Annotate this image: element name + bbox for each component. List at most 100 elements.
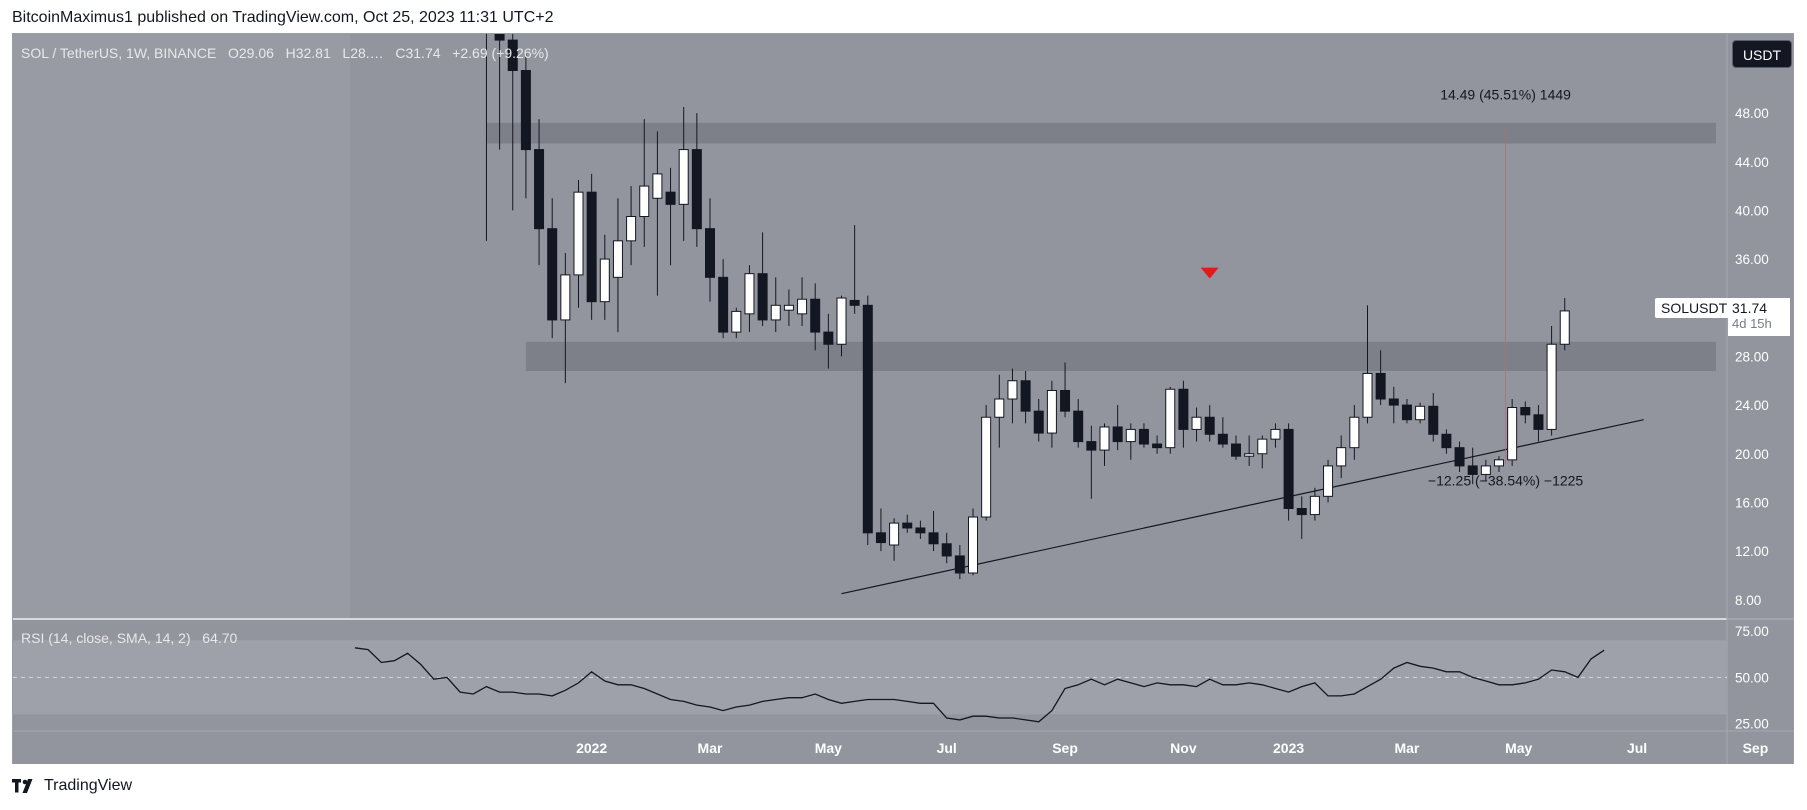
candles [485,34,1570,580]
bear-candle [1217,417,1228,448]
candle-body [1099,426,1110,451]
time-tick-label: Sep [1743,740,1769,756]
candle-body [849,299,860,306]
candle-body [1415,405,1426,421]
ticker-tag: SOLUSDT [1655,298,1734,318]
bear-candle [902,514,913,533]
publisher-line: BitcoinMaximus1 published on TradingView… [12,9,554,26]
bear-candle [1152,435,1163,454]
rsi-tick-label: 75.00 [1735,624,1769,639]
candle-body [1309,495,1320,516]
candle-body [994,398,1005,418]
bear-candle [705,198,715,302]
candle-body [1165,388,1176,449]
candle-body [560,274,571,321]
bull-candle [573,180,584,308]
bull-candle [889,518,900,561]
price-tick-label: 28.00 [1735,349,1769,364]
bull-candle [1336,435,1347,479]
candle-body [941,543,952,557]
candle-body [718,276,729,333]
bull-candle [1257,435,1268,469]
bear-candle [1231,435,1241,460]
candle-body [757,273,768,321]
high-label: H [285,45,296,61]
price-tick-label: 48.00 [1735,106,1769,121]
candle-body [1020,380,1031,412]
bull-candle [1191,407,1202,442]
candle-body [1546,343,1557,430]
horizontal-zone [525,341,1716,372]
candle-body [1204,416,1215,435]
currency-button[interactable]: USDT [1732,40,1792,68]
candle-body [968,516,978,574]
candle-body [1375,372,1386,400]
bear-candle [823,313,834,369]
candle-body [1283,428,1294,509]
high-value: 32.81 [295,45,331,61]
bull-candle [1309,487,1320,521]
candle-body [1323,465,1334,497]
bull-candle [836,295,847,357]
candle-body [678,149,689,205]
bear-candle [875,508,886,552]
bear-candle [1375,350,1386,406]
candle-body [810,298,821,333]
candle-body [586,191,597,303]
rsi-tick-label: 50.00 [1735,670,1769,685]
candle-body [1007,380,1018,400]
candle-body [1086,441,1097,451]
low-value: 28.… [350,45,384,61]
candle-body [1494,459,1504,467]
bear-candle [1388,386,1399,424]
bear-candle [1138,423,1149,448]
sell-signal-icon [1200,267,1219,279]
candle-body [1428,405,1439,435]
bull-candle [1323,459,1334,503]
candle-body [639,185,650,217]
candle-body [770,304,781,321]
candle-body [783,304,794,311]
time-tick-label: Jul [937,740,957,756]
candle-body [915,527,926,534]
candle-body [507,39,518,71]
candle-body [1349,416,1360,449]
candle-body [862,304,873,534]
bear-candle [1296,496,1307,539]
candle-body [889,522,900,546]
tradingview-logo-icon [12,779,33,793]
close-value: 31.74 [405,45,441,61]
close-label: C [395,45,406,61]
bull-candle [1559,298,1570,351]
bear-candle [1428,392,1439,442]
bull-candle [968,508,978,576]
symbol-label[interactable]: SOL / TetherUS, 1W, BINANCE [21,45,217,61]
candle-body [731,310,742,333]
candle-body [547,228,558,321]
bull-candle [797,277,808,326]
candle-body [823,331,834,345]
time-axis-bg [13,731,1793,764]
candle-body [1454,447,1465,467]
candle-body [1388,398,1399,406]
bear-candle [1454,441,1465,472]
candle-body [954,555,965,574]
bull-candle [1546,326,1557,436]
bull-candle [1244,435,1255,466]
bull-candle [731,307,742,339]
rsi-label[interactable]: RSI (14, close, SMA, 14, 2) [21,630,191,646]
bear-candle [928,510,939,552]
candle-body [1152,443,1163,449]
bear-candle [1020,371,1031,424]
bull-candle [783,289,794,326]
candle-body [665,191,676,205]
candle-body [1296,508,1307,516]
bear-candle [849,225,860,314]
candle-body [875,532,886,544]
price-pane-left-shade [13,34,350,618]
measurement-upper: 14.49 (45.51%) 1449 [1440,87,1571,103]
bear-candle [1178,380,1189,448]
candle-body [1467,465,1478,475]
candle-body [1270,428,1281,440]
